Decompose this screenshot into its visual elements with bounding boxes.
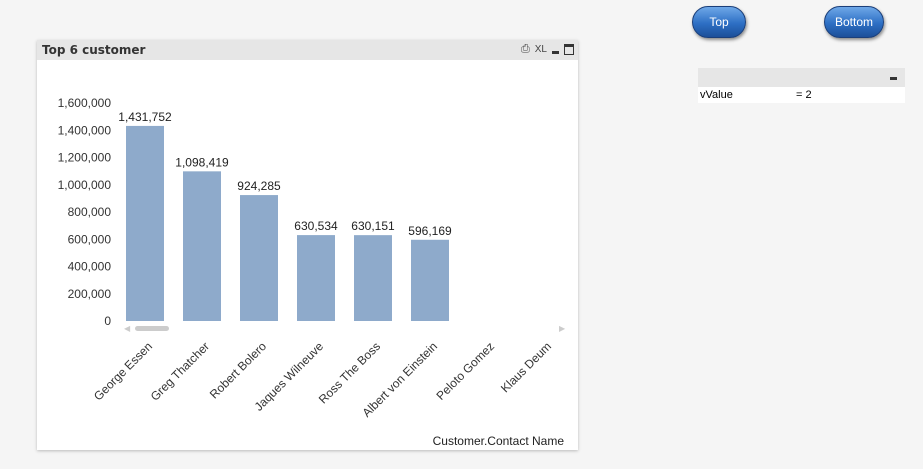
x-tick-label: Greg Thatcher — [148, 339, 212, 403]
variable-row: vValue = 2 — [698, 87, 905, 103]
bar — [183, 171, 221, 321]
y-tick-label: 1,200,000 — [58, 151, 112, 165]
x-tick-label: Peloto Gomez — [433, 339, 497, 403]
data-label: 630,151 — [351, 219, 395, 233]
x-tick-label: Klaus Deum — [498, 339, 554, 395]
bar — [240, 195, 278, 321]
variable-box: vValue = 2 — [698, 68, 905, 104]
minimize-icon[interactable] — [890, 77, 897, 80]
bottom-button[interactable]: Bottom — [824, 6, 884, 38]
print-icon[interactable]: ⎙ — [520, 43, 530, 55]
y-tick-label: 1,600,000 — [58, 96, 112, 110]
x-tick-label: George Essen — [91, 339, 155, 403]
maximize-icon[interactable] — [564, 44, 574, 55]
data-label: 1,098,419 — [175, 155, 229, 169]
variable-value: = 2 — [796, 89, 812, 101]
bar — [297, 235, 335, 321]
y-tick-label: 800,000 — [68, 205, 112, 219]
variable-name: vValue — [700, 89, 733, 101]
data-label: 596,169 — [408, 224, 452, 238]
minimize-icon[interactable] — [552, 51, 559, 54]
y-tick-label: 400,000 — [68, 260, 112, 274]
bar-chart: 0 200,000 400,000 600,000 800,000 1,000,000 1,… — [58, 96, 566, 448]
y-tick-label: 200,000 — [68, 287, 112, 301]
y-tick-label: 0 — [104, 314, 111, 328]
panel-title: Top 6 customer — [42, 43, 146, 57]
bar — [411, 239, 449, 321]
y-tick-label: 600,000 — [68, 232, 112, 246]
data-label: 924,285 — [237, 179, 281, 193]
excel-icon[interactable]: XL — [534, 44, 547, 55]
scroll-left-arrow[interactable]: ◀ — [124, 324, 131, 333]
scroll-right-arrow[interactable]: ▶ — [559, 324, 566, 333]
y-tick-label: 1,000,000 — [58, 178, 112, 192]
chart-panel: Top 6 customer ⎙ XL 0 200,000 400,000 600,0… — [37, 40, 578, 450]
bar — [354, 235, 392, 321]
panel-header: Top 6 customer ⎙ XL — [37, 40, 578, 60]
data-label: 630,534 — [294, 219, 338, 233]
x-axis-title: Customer.Contact Name — [433, 434, 565, 448]
x-tick-label: Robert Bolero — [207, 339, 269, 401]
data-label: 1,431,752 — [118, 110, 172, 124]
top-button[interactable]: Top — [692, 6, 746, 38]
bar — [126, 125, 164, 321]
scrollbar-thumb[interactable] — [135, 326, 169, 331]
y-tick-label: 1,400,000 — [58, 123, 112, 137]
